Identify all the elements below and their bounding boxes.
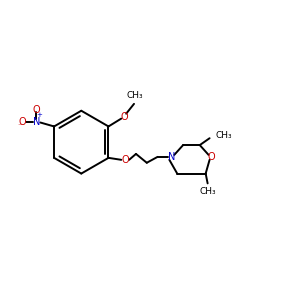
Text: O: O	[19, 116, 26, 127]
Text: +: +	[36, 112, 42, 118]
Text: O: O	[120, 112, 128, 122]
Text: CH₃: CH₃	[127, 91, 143, 100]
Text: N: N	[168, 152, 175, 162]
Text: O: O	[33, 105, 40, 115]
Text: N: N	[33, 116, 40, 127]
Text: CH₃: CH₃	[199, 187, 216, 196]
Text: O: O	[208, 152, 215, 162]
Text: O: O	[122, 155, 129, 165]
Text: ⁻: ⁻	[18, 121, 22, 130]
Text: CH₃: CH₃	[215, 131, 232, 140]
